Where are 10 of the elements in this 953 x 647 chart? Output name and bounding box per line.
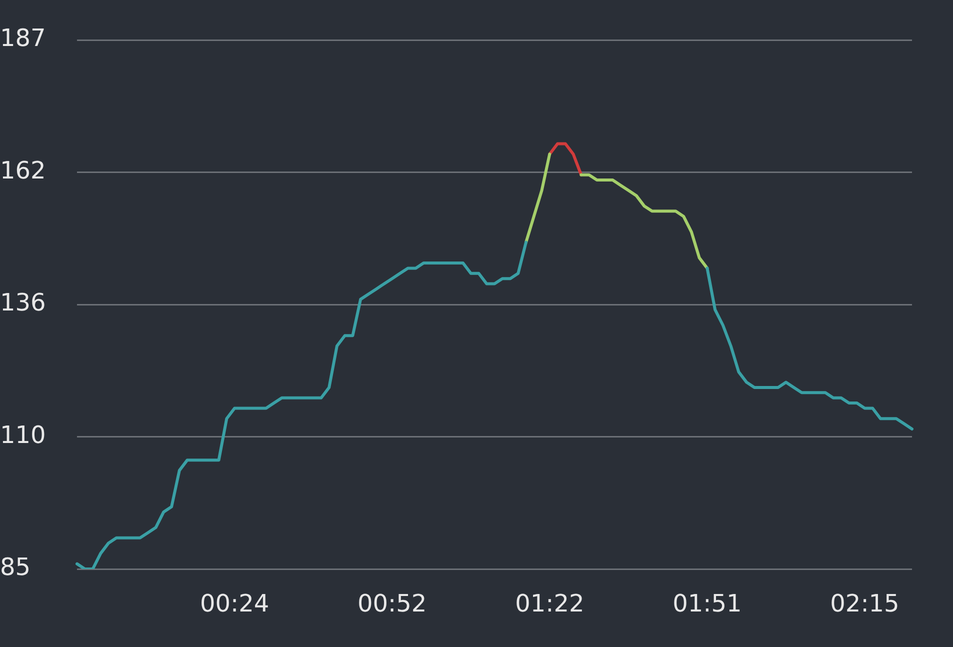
y-tick-label: 85 [0, 553, 31, 582]
x-tick-label: 01:22 [515, 590, 584, 618]
y-tick-label: 187 [0, 24, 46, 52]
y-tick-label: 110 [0, 420, 46, 449]
x-tick-label: 00:52 [358, 590, 427, 618]
y-tick-label: 162 [0, 156, 46, 184]
y-tick-label: 136 [0, 288, 46, 317]
x-tick-label: 02:15 [830, 590, 900, 618]
x-tick-label: 00:24 [200, 590, 270, 618]
x-tick-label: 01:51 [672, 590, 742, 618]
